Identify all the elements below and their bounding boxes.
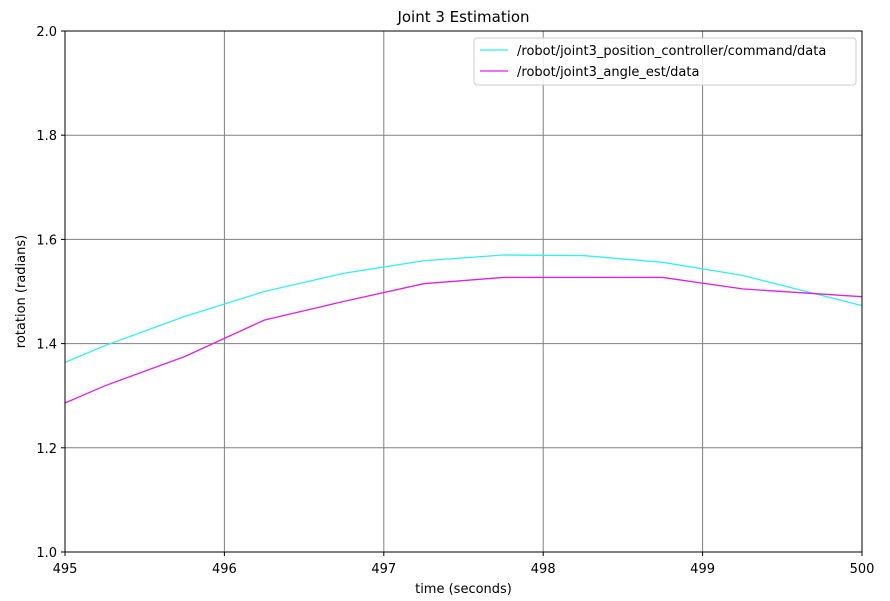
series-line-1 xyxy=(64,276,863,404)
y-tick-label: 1.8 xyxy=(36,129,57,144)
x-axis-label: time (seconds) xyxy=(415,582,512,597)
x-tick-label: 500 xyxy=(850,562,875,577)
x-tick-label: 499 xyxy=(690,562,715,577)
series-lines xyxy=(64,254,863,404)
x-tick-label: 497 xyxy=(371,562,396,577)
chart-title: Joint 3 Estimation xyxy=(396,8,529,26)
axis-ticks: 495 496 497 498 499 500 1.0 1.2 1.4 1.6 1.8 2.0 xyxy=(36,25,874,577)
y-tick-label: 1.0 xyxy=(36,546,57,561)
y-tick-label: 1.4 xyxy=(36,338,57,353)
legend-entry: /robot/joint3_angle_est/data xyxy=(517,65,699,80)
legend-box xyxy=(473,37,857,86)
x-tick-label: 496 xyxy=(212,562,237,577)
y-tick-label: 2.0 xyxy=(36,25,57,40)
y-tick-label: 1.6 xyxy=(36,233,57,248)
x-tick-label: 498 xyxy=(531,562,556,577)
legend-entry: /robot/joint3_position_controller/comman… xyxy=(517,44,826,59)
x-tick-label: 495 xyxy=(53,562,78,577)
y-axis-label: rotation (radians) xyxy=(14,235,29,348)
plot-frame xyxy=(64,30,863,553)
legend: /robot/joint3_position_controller/comman… xyxy=(473,37,857,86)
series-line-0 xyxy=(64,254,863,363)
y-tick-label: 1.2 xyxy=(36,442,57,457)
